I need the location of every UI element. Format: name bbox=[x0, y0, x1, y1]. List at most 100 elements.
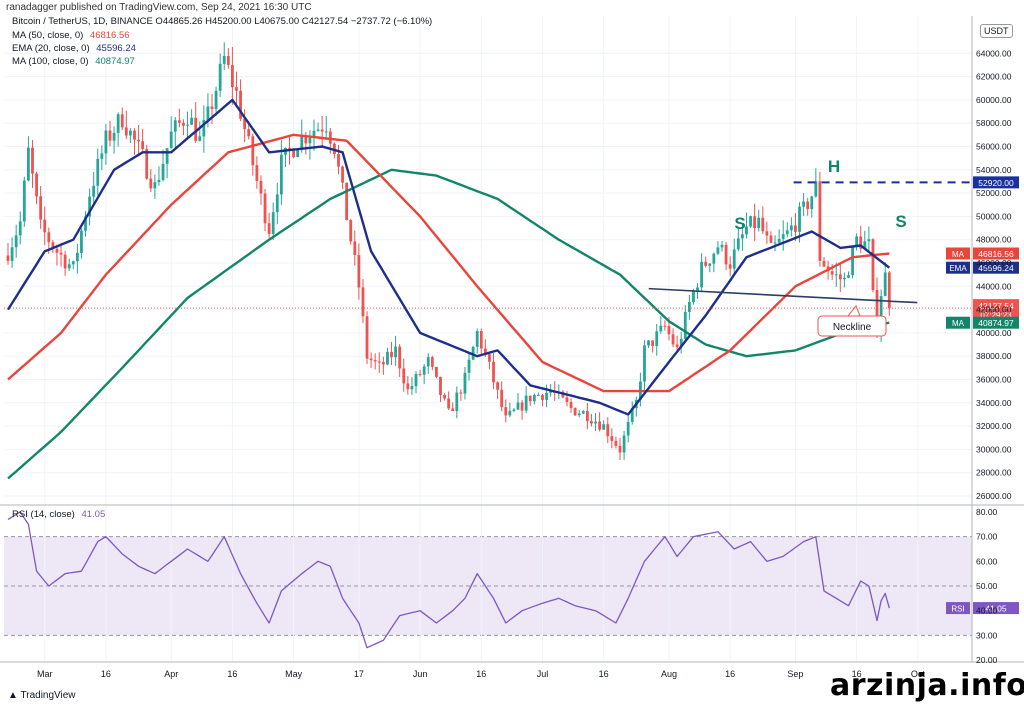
price-tick-label: 52000.00 bbox=[976, 188, 1012, 198]
candle-body bbox=[373, 360, 377, 362]
candle-body bbox=[810, 196, 814, 210]
candle-body bbox=[235, 87, 238, 91]
price-tick-label: 30000.00 bbox=[976, 444, 1012, 454]
candle-body bbox=[275, 194, 279, 213]
candle-body bbox=[255, 165, 259, 181]
candle-body bbox=[504, 407, 508, 416]
candle-body bbox=[145, 149, 149, 179]
candle-body bbox=[137, 139, 140, 142]
candle-body bbox=[14, 235, 18, 248]
candle-body bbox=[789, 225, 793, 231]
candle-body bbox=[590, 421, 593, 424]
candle-body bbox=[357, 255, 361, 288]
candle-body bbox=[728, 264, 732, 269]
candle-body bbox=[6, 255, 10, 261]
candle-body bbox=[22, 180, 26, 222]
ema20-tag-label-box bbox=[946, 261, 970, 274]
candle-body bbox=[410, 386, 414, 390]
candle-body bbox=[524, 395, 528, 411]
candle-body bbox=[687, 302, 691, 312]
candle-body bbox=[243, 118, 247, 130]
time-tick-label: 16 bbox=[599, 669, 609, 679]
candle-body bbox=[308, 137, 312, 144]
rsi-line bbox=[7, 511, 890, 649]
candle-body bbox=[80, 230, 83, 253]
candle-body bbox=[630, 408, 634, 422]
last-price-countdown: 07:29:23 bbox=[980, 311, 1012, 320]
candle-body bbox=[198, 136, 202, 141]
rsi-tick-label: 40.00 bbox=[976, 606, 998, 616]
neckline-callout bbox=[817, 305, 887, 337]
candle-body bbox=[100, 153, 104, 159]
ma50-line bbox=[7, 133, 890, 393]
candle-body bbox=[88, 196, 91, 217]
ema20-legend: EMA (20, close, 0) 45596.24 bbox=[12, 43, 136, 54]
candle-body bbox=[475, 331, 479, 347]
rsi-tick-label: 60.00 bbox=[976, 556, 998, 566]
candle-body bbox=[761, 217, 765, 232]
candle-body bbox=[386, 351, 389, 365]
candle-body bbox=[867, 239, 871, 242]
candle-body bbox=[390, 351, 393, 358]
candle-body bbox=[879, 296, 883, 333]
candle-body bbox=[483, 348, 487, 355]
ma100-legend-label: MA (100, close, 0) bbox=[12, 56, 89, 67]
candle-body bbox=[602, 424, 606, 430]
candle-body bbox=[414, 374, 418, 387]
axes: 26000.00 28000.00 30000.00 32000.00 34000.00… bbox=[0, 16, 1024, 679]
candle-body bbox=[296, 149, 300, 158]
publisher-line: ranadagger published on TradingView.com,… bbox=[6, 2, 312, 13]
candle-body bbox=[51, 242, 55, 249]
candle-body bbox=[577, 413, 581, 416]
candle-body bbox=[173, 120, 177, 132]
candle-body bbox=[585, 411, 589, 422]
candle-body bbox=[267, 223, 271, 234]
candle-body bbox=[781, 234, 785, 239]
candle-body bbox=[365, 316, 369, 359]
ema20-line bbox=[6, 98, 891, 416]
candle-body bbox=[84, 216, 87, 231]
candle-body bbox=[500, 389, 504, 408]
candle-body bbox=[304, 135, 308, 144]
candle-body bbox=[63, 254, 67, 269]
candle-body bbox=[426, 357, 430, 367]
candle-body bbox=[263, 193, 267, 224]
candle-body bbox=[92, 185, 96, 197]
candle-body bbox=[606, 424, 610, 437]
candle-body bbox=[545, 392, 548, 400]
currency-button[interactable]: USDT bbox=[980, 24, 1013, 38]
candle-body bbox=[859, 236, 863, 249]
candle-body bbox=[202, 120, 206, 137]
candle-body bbox=[496, 382, 499, 390]
candle-body bbox=[430, 357, 434, 367]
price-tick-label: 54000.00 bbox=[976, 165, 1012, 175]
neckline-line bbox=[648, 287, 918, 304]
resistance-tag-box bbox=[973, 176, 1019, 189]
candle-body bbox=[271, 212, 275, 234]
overlays: Neckline S H S 52920.00 MA 46816.56 EMA 45596.24… bbox=[4, 157, 1019, 615]
ma100-tag-box bbox=[973, 316, 1019, 329]
price-tick-label: 50000.00 bbox=[976, 211, 1012, 221]
rsi-legend-value: 41.05 bbox=[81, 509, 106, 520]
candle-body bbox=[149, 178, 153, 189]
candle-body bbox=[549, 390, 553, 393]
ma50-legend-label: MA (50, close, 0) bbox=[12, 30, 84, 41]
candle-body bbox=[353, 241, 357, 256]
candle-body bbox=[512, 409, 516, 411]
candle-body bbox=[614, 440, 618, 446]
candle-body bbox=[741, 234, 744, 239]
candle-body bbox=[875, 289, 879, 333]
candle-body bbox=[259, 180, 263, 194]
candle-body bbox=[532, 394, 536, 402]
neckline-label: Neckline bbox=[833, 322, 872, 333]
candle-body bbox=[769, 235, 773, 243]
candle-body bbox=[675, 344, 679, 348]
candle-body bbox=[153, 182, 157, 189]
time-tick-label: 16 bbox=[725, 669, 735, 679]
candle-body bbox=[381, 362, 385, 365]
candle-body bbox=[320, 129, 324, 132]
candle-body bbox=[418, 374, 422, 376]
watermark: arzinja.info bbox=[830, 668, 1024, 703]
ema20-legend-label: EMA (20, close, 0) bbox=[12, 43, 90, 54]
